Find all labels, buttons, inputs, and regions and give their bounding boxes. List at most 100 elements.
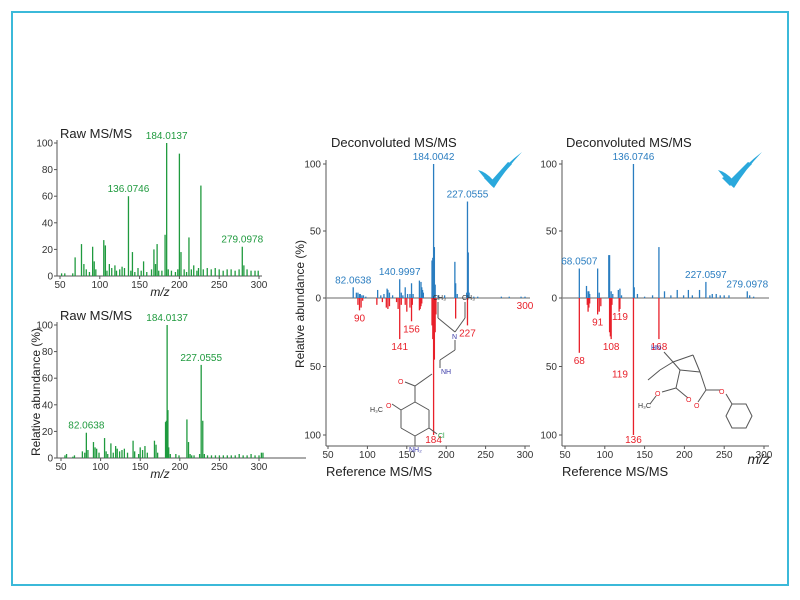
peak-label: 184.0137 [146, 131, 188, 142]
mirror-ylabel: Relative abundance (%) [293, 240, 307, 368]
x-tick-label: 200 [171, 280, 188, 291]
svg-text:O: O [686, 397, 692, 404]
y-tick-label: 100 [36, 139, 53, 150]
peak-label: 156 [403, 324, 420, 335]
mirror2-subtitle: Reference MS/MS [562, 464, 669, 479]
chart-raw1: 0 20 40 60 80 100 50 100 150 200 250 300 136.0746 184… [36, 131, 267, 291]
x-tick-label: 100 [596, 450, 613, 461]
peak-label: 119 [612, 312, 628, 323]
y-tick-label: 40 [42, 400, 54, 411]
peak-label: 108 [603, 342, 620, 353]
y-tick-label: 100 [540, 160, 557, 171]
peak-label: 119 [612, 370, 628, 381]
peak-label: 168 [651, 342, 668, 353]
x-tick-label: 50 [559, 450, 571, 461]
x-tick-label: 200 [171, 462, 188, 473]
peak-label: 227.0555 [180, 353, 222, 364]
x-tick-label: 200 [438, 450, 455, 461]
peak-label: 300 [517, 301, 534, 312]
x-tick-label: 150 [132, 462, 149, 473]
peak-label: 279.0978 [221, 235, 263, 246]
svg-text:N: N [452, 334, 457, 341]
svg-text:O: O [655, 391, 661, 398]
molecule-tropane-ester-atoms: HN O O H₃C O O [638, 345, 725, 410]
x-tick-label: 300 [251, 280, 268, 291]
peak-label: 90 [354, 313, 366, 324]
peak-label: 68 [574, 356, 586, 367]
svg-text:H₃C: H₃C [638, 403, 651, 410]
peak-label: 279.0978 [726, 279, 768, 290]
mirror1-subtitle: Reference MS/MS [326, 464, 433, 479]
molecule-metoclopramide-atoms: CH₃ CH₃ N NH O O H₃C Cl NH₂ [370, 295, 475, 454]
check-icon [718, 152, 762, 188]
svg-text:CH₃: CH₃ [433, 295, 446, 302]
svg-text:H₃C: H₃C [370, 407, 383, 414]
check-icon [478, 152, 522, 188]
raw1-title: Raw MS/MS [60, 126, 133, 141]
x-tick-label: 250 [477, 450, 494, 461]
svg-text:O: O [398, 379, 404, 386]
peak-label: 227 [459, 328, 476, 339]
peak-label: 227.0597 [685, 270, 727, 281]
svg-text:NH₂: NH₂ [409, 447, 422, 454]
x-tick-label: 100 [359, 450, 376, 461]
svg-text:Cl: Cl [438, 433, 445, 440]
peak-label: 136.0746 [613, 152, 655, 163]
svg-text:HN: HN [651, 345, 661, 352]
peak-label: 140.9997 [379, 267, 421, 278]
y-tick-label: 0 [47, 454, 53, 465]
y-tick-label: 50 [546, 362, 558, 373]
x-tick-label: 250 [716, 450, 733, 461]
raw1-xlabel: m/z [150, 285, 169, 299]
x-tick-label: 50 [54, 280, 66, 291]
x-tick-label: 300 [756, 450, 773, 461]
peak-label: 91 [592, 317, 604, 328]
mirror2-title: Deconvoluted MS/MS [566, 135, 692, 150]
x-tick-label: 250 [211, 280, 228, 291]
x-tick-label: 100 [91, 280, 108, 291]
raw2-title: Raw MS/MS [60, 308, 133, 323]
svg-text:O: O [719, 389, 725, 396]
y-tick-label: 100 [36, 321, 53, 332]
y-tick-label: 80 [42, 165, 54, 176]
y-tick-label: 40 [42, 218, 54, 229]
raw-ylabel: Relative abundance (%) [29, 328, 43, 456]
y-tick-label: 20 [42, 427, 54, 438]
y-tick-label: 100 [304, 160, 321, 171]
y-tick-label: 80 [42, 347, 54, 358]
mirror1-title: Deconvoluted MS/MS [331, 135, 457, 150]
x-tick-label: 250 [211, 462, 228, 473]
svg-text:NH: NH [441, 369, 451, 376]
x-tick-label: 50 [55, 462, 67, 473]
peak-label: 82.0638 [335, 275, 372, 286]
peak-label: 136 [625, 435, 642, 446]
peak-label: 141 [391, 342, 408, 353]
x-tick-label: 150 [131, 280, 148, 291]
x-tick-label: 50 [322, 450, 334, 461]
y-tick-label: 50 [310, 227, 322, 238]
y-tick-label: 20 [42, 245, 54, 256]
y-tick-label: 60 [42, 192, 54, 203]
x-tick-label: 200 [676, 450, 693, 461]
svg-text:CH₃: CH₃ [462, 295, 475, 302]
y-tick-label: 100 [304, 431, 321, 442]
peak-label: 184.0137 [146, 313, 188, 324]
x-tick-label: 100 [92, 462, 109, 473]
peak-label: 136.0746 [108, 184, 150, 195]
figure-frame [11, 11, 789, 586]
x-tick-label: 150 [636, 450, 653, 461]
molecule-tropane-ester [647, 351, 753, 429]
y-tick-label: 0 [315, 294, 321, 305]
svg-text:O: O [386, 403, 392, 410]
raw2-xlabel: m/z [150, 467, 169, 481]
x-tick-label: 300 [517, 450, 534, 461]
peak-label: 82.0638 [68, 421, 105, 432]
molecule-metoclopramide [391, 302, 466, 446]
peak-label: 227.0555 [447, 190, 489, 201]
svg-text:O: O [694, 403, 700, 410]
peak-label: 68.0507 [561, 257, 598, 268]
y-tick-label: 60 [42, 374, 54, 385]
